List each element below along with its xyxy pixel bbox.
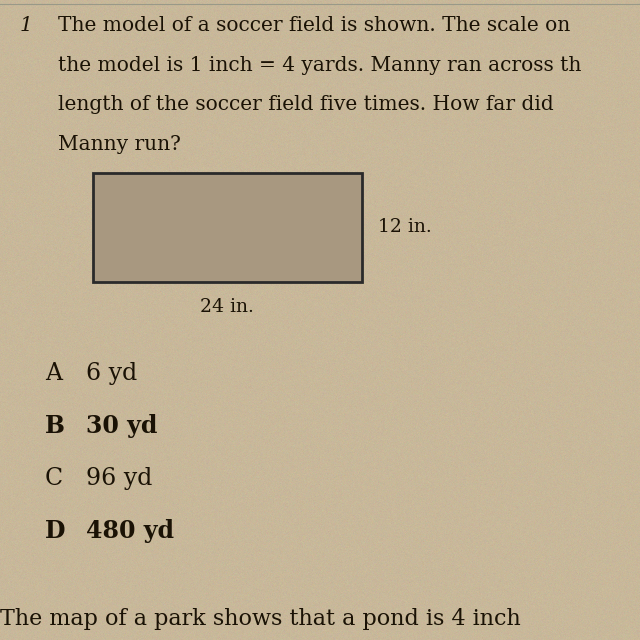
Text: 12 in.: 12 in. bbox=[378, 218, 431, 236]
Text: 24 in.: 24 in. bbox=[200, 298, 254, 316]
Text: 6 yd: 6 yd bbox=[86, 362, 138, 385]
Bar bbox=[93, 173, 362, 282]
Text: 96 yd: 96 yd bbox=[86, 467, 153, 490]
Text: 480 yd: 480 yd bbox=[86, 519, 174, 543]
Text: A: A bbox=[45, 362, 62, 385]
Text: Manny run?: Manny run? bbox=[58, 135, 180, 154]
Text: 1: 1 bbox=[19, 16, 32, 35]
Text: B: B bbox=[45, 414, 65, 438]
Text: D: D bbox=[45, 519, 65, 543]
Text: length of the soccer field five times. How far did: length of the soccer field five times. H… bbox=[58, 95, 554, 115]
Text: 30 yd: 30 yd bbox=[86, 414, 158, 438]
Text: The map of a park shows that a pond is 4 inch: The map of a park shows that a pond is 4… bbox=[0, 609, 521, 630]
Text: C: C bbox=[45, 467, 63, 490]
Text: The model of a soccer field is shown. The scale on: The model of a soccer field is shown. Th… bbox=[58, 16, 570, 35]
Text: the model is 1 inch = 4 yards. Manny ran across th: the model is 1 inch = 4 yards. Manny ran… bbox=[58, 56, 581, 75]
